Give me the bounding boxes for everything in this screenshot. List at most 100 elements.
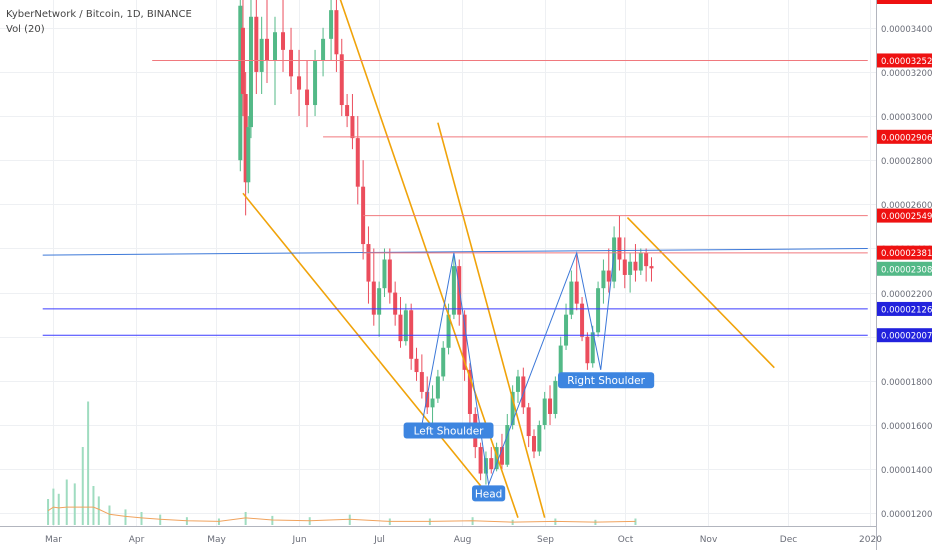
candle-body xyxy=(371,281,376,315)
price-tag xyxy=(877,53,932,68)
callout-box xyxy=(557,372,655,389)
callout-box xyxy=(403,422,494,439)
volume-ma-line xyxy=(47,506,636,523)
price-tick-label: 0.00003200 xyxy=(881,69,932,79)
callout-box xyxy=(472,485,506,502)
candle-body xyxy=(430,398,435,408)
volume-bar xyxy=(140,512,143,525)
volume-bar xyxy=(92,486,95,525)
price-tag-label: 0.00003252 xyxy=(881,57,932,67)
price-tag xyxy=(877,261,932,276)
price-tag xyxy=(877,245,932,260)
volume-bar xyxy=(47,499,50,525)
candle-layer xyxy=(238,0,654,485)
price-tick-label: 0.00001200 xyxy=(881,510,932,520)
candle-body xyxy=(628,261,633,275)
candle-body xyxy=(467,369,472,414)
candle-body xyxy=(377,288,382,315)
candle-body xyxy=(334,10,339,55)
candle-body xyxy=(435,376,440,399)
candle-body xyxy=(414,358,419,373)
candle-body xyxy=(355,138,360,187)
volume-bar xyxy=(97,496,100,525)
drawing-layer xyxy=(42,0,868,518)
symbol-title: KyberNetwork / Bitcoin, 1D, BINANCE xyxy=(6,9,192,20)
volume-bar xyxy=(65,479,68,525)
time-tick-label: Sep xyxy=(537,535,554,545)
candle-body xyxy=(366,244,371,282)
candle-body xyxy=(553,380,558,414)
trendline xyxy=(437,122,546,518)
time-tick-label: Jun xyxy=(291,535,306,545)
candle-body xyxy=(329,10,334,39)
callout-label: Left Shoulder xyxy=(414,426,485,438)
annotation-layer: Left Shoulder Head Right Shoulder xyxy=(403,372,655,502)
candle-body xyxy=(273,32,278,61)
price-tag-label: 0.00002381 xyxy=(881,249,932,259)
candle-body xyxy=(419,372,424,392)
neckline xyxy=(42,247,868,256)
candle-body xyxy=(246,127,251,183)
volume-bar xyxy=(57,493,60,525)
volume-bar xyxy=(124,509,127,525)
candle-body xyxy=(478,447,483,474)
price-tick-label: 0.00003000 xyxy=(881,113,932,123)
time-tick-label: Aug xyxy=(454,535,472,545)
price-tag-label: 0.00002906 xyxy=(881,133,932,143)
candle-body xyxy=(644,252,649,267)
candle-body xyxy=(548,398,553,414)
candle-body xyxy=(265,38,269,61)
volume-bar xyxy=(159,514,162,525)
head-shoulders-zigzag xyxy=(421,251,615,487)
callout-label: Head xyxy=(475,488,502,500)
callout-label: Right Shoulder xyxy=(567,375,645,387)
candle-body xyxy=(638,252,643,271)
volume-bar xyxy=(81,447,84,525)
candle-body xyxy=(612,237,617,282)
candle-body xyxy=(259,38,264,72)
candle-body xyxy=(305,89,310,106)
price-tag xyxy=(877,208,932,223)
time-tick-label: Apr xyxy=(129,535,145,545)
price-tick-label: 0.00002200 xyxy=(881,290,932,300)
candle-body xyxy=(590,332,595,364)
candle-body xyxy=(505,425,510,465)
candle-body xyxy=(441,347,446,377)
candle-body xyxy=(254,16,259,72)
price-tag-label: 0.00002126 xyxy=(881,305,932,315)
volume-bar xyxy=(87,401,90,525)
price-tick-label: 0.00002600 xyxy=(881,201,932,211)
candle-body xyxy=(462,314,467,370)
candle-body xyxy=(238,5,243,161)
time-tick-label: 2020 xyxy=(859,535,882,545)
candle-body xyxy=(297,76,302,90)
candle-body xyxy=(382,259,387,289)
candle-body xyxy=(617,237,622,260)
price-tick-label: 0.00001800 xyxy=(881,378,932,388)
candle-body xyxy=(532,436,536,452)
candle-body xyxy=(425,391,430,408)
candle-body xyxy=(451,266,456,315)
candle-body xyxy=(580,303,585,337)
candle-body xyxy=(243,94,248,183)
price-tag xyxy=(877,328,932,343)
volume-bar xyxy=(244,512,247,525)
candle-body xyxy=(499,447,504,465)
price-tag-label: 0.00002308 xyxy=(881,265,932,275)
candle-body xyxy=(489,458,494,470)
price-tick-label: 0.00003400 xyxy=(881,25,932,35)
price-tag-label: 0.00002549 xyxy=(881,212,932,222)
price-tag xyxy=(877,129,932,144)
candle-body xyxy=(494,447,499,470)
candle-body xyxy=(321,38,326,61)
candle-body xyxy=(403,310,408,342)
candle-body xyxy=(313,60,318,106)
volume-indicator-label: Vol (20) xyxy=(6,24,45,35)
candle-body xyxy=(569,281,574,315)
candle-body xyxy=(574,281,579,304)
time-tick-label: Jul xyxy=(373,535,385,545)
candle-body xyxy=(510,391,515,426)
